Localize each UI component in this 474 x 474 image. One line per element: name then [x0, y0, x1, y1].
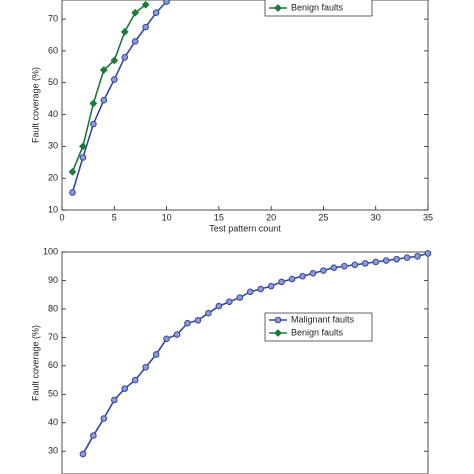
- legend: Malignant faults Benign faults: [264, 312, 373, 342]
- marker: [141, 0, 150, 9]
- marker: [131, 38, 139, 45]
- x-tick-label: 35: [423, 212, 433, 222]
- y-tick-label: 20: [48, 173, 58, 183]
- marker: [424, 250, 432, 257]
- marker: [142, 363, 149, 371]
- legend-label: Benign faults: [291, 327, 344, 337]
- marker: [69, 189, 76, 196]
- marker: [79, 450, 87, 458]
- x-tick-label: 25: [318, 212, 328, 222]
- marker: [110, 76, 118, 83]
- legend-box: [264, 312, 373, 342]
- marker: [100, 96, 108, 104]
- marker: [90, 432, 97, 439]
- marker: [110, 396, 118, 404]
- y-axis-label: Fault coverage (%): [30, 325, 40, 401]
- marker: [320, 267, 327, 274]
- y-tick-label: 90: [48, 275, 58, 285]
- marker: [299, 272, 306, 280]
- marker: [361, 260, 369, 267]
- y-tick-label: 80: [48, 303, 58, 313]
- marker: [152, 9, 160, 17]
- marker: [351, 261, 359, 269]
- y-tick-label: 50: [48, 389, 58, 399]
- marker: [121, 385, 129, 392]
- marker: [372, 258, 380, 266]
- x-tick-label: 10: [162, 212, 172, 222]
- marker: [131, 376, 139, 384]
- series-line: [71, 4, 147, 173]
- marker: [68, 167, 77, 176]
- y-tick-label: 40: [48, 109, 58, 119]
- marker: [99, 66, 108, 74]
- marker: [288, 275, 296, 283]
- y-tick-label: 70: [48, 13, 58, 23]
- marker: [278, 278, 285, 286]
- y-tick-label: 100: [43, 246, 58, 256]
- marker: [163, 335, 170, 343]
- y-tick-label: 60: [48, 45, 58, 55]
- x-tick-label: 20: [266, 212, 276, 222]
- marker: [142, 23, 149, 31]
- marker: [341, 262, 348, 270]
- marker: [194, 317, 202, 324]
- marker: [393, 255, 400, 263]
- x-axis-label: Test pattern count: [209, 223, 281, 233]
- marker: [414, 252, 421, 260]
- y-tick-label: 50: [48, 77, 58, 87]
- y-tick-label: 40: [48, 417, 58, 427]
- y-tick-label: 10: [48, 204, 58, 214]
- y-tick-label: 30: [48, 446, 58, 456]
- plot-frame: [61, 251, 429, 474]
- marker: [100, 415, 108, 422]
- marker: [79, 154, 87, 161]
- marker: [267, 282, 275, 290]
- x-tick-label: 5: [112, 212, 117, 222]
- marker: [152, 351, 160, 358]
- marker: [131, 8, 140, 17]
- x-tick-label: 15: [214, 212, 224, 222]
- marker: [184, 319, 191, 327]
- marker: [79, 142, 87, 151]
- marker: [90, 120, 97, 128]
- marker: [330, 264, 338, 271]
- marker: [403, 254, 411, 261]
- marker: [110, 56, 119, 65]
- series-line: [82, 252, 429, 455]
- marker: [274, 316, 282, 324]
- y-axis-label: Fault coverage (%): [30, 67, 40, 143]
- legend-box: [264, 0, 373, 17]
- marker: [246, 288, 254, 296]
- marker: [226, 298, 233, 306]
- x-tick-label: 30: [371, 212, 381, 222]
- marker: [274, 4, 282, 12]
- y-tick-label: 70: [48, 332, 58, 342]
- marker: [215, 302, 223, 310]
- series-line: [71, 1, 168, 193]
- legend-label: Malignant faults: [291, 314, 355, 324]
- y-tick-label: 60: [48, 360, 58, 370]
- marker: [89, 99, 98, 108]
- marker: [205, 309, 212, 317]
- marker: [121, 53, 129, 61]
- y-tick-label: 30: [48, 141, 58, 151]
- x-tick-label: 0: [59, 212, 64, 222]
- marker: [236, 294, 244, 301]
- marker: [274, 329, 282, 337]
- marker: [173, 331, 181, 338]
- marker: [309, 270, 317, 277]
- plot-frame: [61, 0, 429, 211]
- marker: [120, 27, 129, 36]
- marker: [382, 257, 390, 264]
- legend-label: Benign faults: [291, 2, 344, 12]
- marker: [257, 285, 264, 293]
- marker: [163, 0, 170, 5]
